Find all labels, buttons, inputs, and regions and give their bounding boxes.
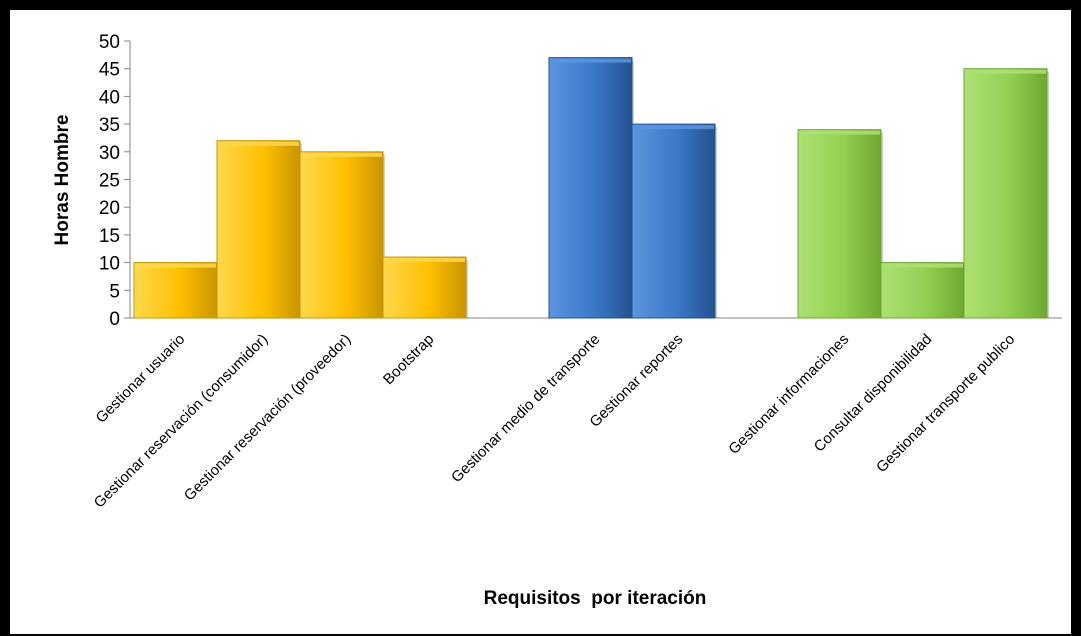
bar [631,123,716,319]
x-tick-label: Gestionar reservación (consumidor) [91,331,272,512]
y-tick-label: 5 [109,281,120,302]
bar [880,262,965,319]
y-tick-label: 30 [99,143,120,164]
bar [216,140,301,319]
bar [797,129,882,319]
y-tick-label: 45 [99,60,120,81]
x-tick-label: Bootstrap [380,331,437,388]
x-axis-title: Requisitos por iteración [484,588,707,609]
y-tick-label: 35 [99,115,120,136]
y-tick-label: 25 [99,171,120,192]
bar [133,262,218,319]
bar-bevel [799,130,880,135]
y-axis: 0 5 10 15 20 25 30 35 40 45 50 [99,32,131,330]
bar-bevel [550,58,631,63]
y-tick-label: 50 [99,32,120,53]
y-tick-label: 0 [109,309,120,330]
bar [963,68,1048,319]
y-axis-title: Horas Hombre [52,115,73,246]
bar-bevel [633,125,714,130]
bar [299,151,384,319]
y-tick-label: 10 [99,254,120,275]
y-tick-label: 40 [99,87,120,108]
x-tick-label: Gestionar reportes [586,331,686,431]
x-tick-label: Gestionar usuario [93,331,189,427]
bar-bevel [965,69,1046,74]
y-tick-label: 20 [99,198,120,219]
bar-bevel [301,152,382,157]
bar-bevel [384,258,465,263]
bars [133,57,1049,319]
bar-bevel [218,141,299,146]
x-tick-label: Gestionar medio de transporte [448,331,603,486]
bar-bevel [135,263,216,268]
x-tick-label: Gestionar transporte publico [873,331,1018,476]
y-tick-label: 15 [99,226,120,247]
bar [382,256,467,319]
bar [548,57,633,319]
bar-bevel [882,263,963,268]
x-tick-label: Gestionar reservación (proveedor) [181,331,355,505]
